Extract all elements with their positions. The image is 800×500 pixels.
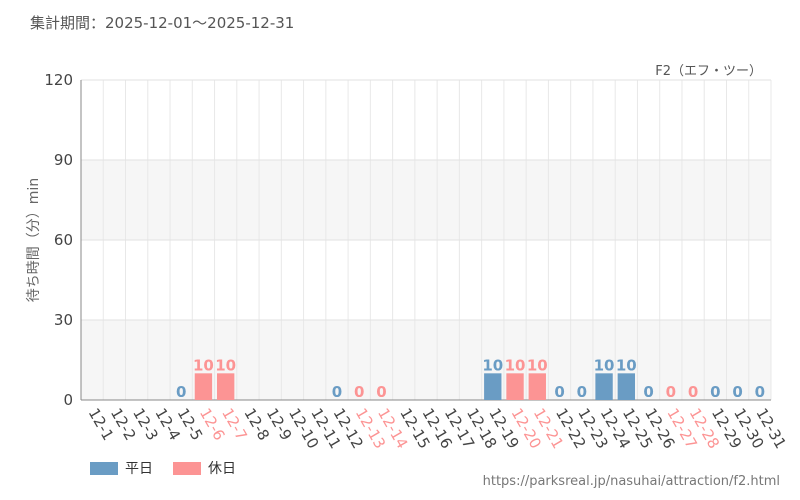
period-label: 集計期間：2025-12-01～2025-12-31 (30, 14, 295, 32)
grid-band (81, 160, 771, 240)
legend-item-holiday[interactable]: 休日 (173, 458, 236, 478)
value-label-12-20: 10 (505, 356, 526, 374)
value-label-12-6: 10 (193, 356, 214, 374)
y-tick-label: 60 (54, 231, 73, 249)
legend-label-holiday: 休日 (208, 461, 236, 477)
value-label-12-19: 10 (482, 356, 503, 374)
value-label-12-14: 0 (376, 383, 386, 401)
bar-12-6 (194, 373, 213, 400)
value-label-12-29: 0 (710, 383, 720, 401)
legend-item-weekday[interactable]: 平日 (90, 458, 153, 478)
value-label-12-25: 10 (616, 356, 637, 374)
bar-12-7 (216, 373, 235, 400)
grid-band (81, 240, 771, 320)
value-label-12-31: 0 (755, 383, 765, 401)
chart-title: F2（エフ・ツー） (655, 64, 762, 79)
bar-12-20 (506, 373, 524, 400)
value-label-12-12: 0 (332, 383, 342, 401)
value-label-12-13: 0 (354, 383, 364, 401)
y-tick-label: 90 (54, 151, 73, 169)
bar-12-24 (595, 373, 613, 400)
bar-chart: 030609012012-112-212-312-4012-51012-6101… (44, 71, 789, 452)
bar-12-21 (528, 373, 546, 400)
value-label-12-24: 10 (594, 356, 615, 374)
legend: 平日 休日 (90, 458, 256, 478)
value-label-12-26: 0 (643, 383, 653, 401)
value-label-12-23: 0 (577, 383, 587, 401)
y-tick-label: 120 (44, 71, 73, 89)
legend-swatch-holiday (173, 461, 201, 475)
bar-12-25 (617, 373, 636, 400)
legend-swatch-weekday (90, 461, 118, 475)
y-tick-label: 0 (63, 391, 73, 409)
legend-label-weekday: 平日 (125, 461, 153, 477)
source-url: https://parksreal.jp/nasuhai/attraction/… (482, 474, 780, 489)
value-label-12-22: 0 (554, 383, 564, 401)
value-label-12-30: 0 (732, 383, 742, 401)
bar-12-19 (484, 373, 502, 400)
grid-band (81, 80, 771, 160)
y-tick-label: 30 (54, 311, 73, 329)
value-label-12-5: 0 (176, 383, 186, 401)
value-label-12-28: 0 (688, 383, 698, 401)
value-label-12-27: 0 (666, 383, 676, 401)
value-label-12-21: 10 (527, 356, 548, 374)
value-label-12-7: 10 (215, 356, 236, 374)
